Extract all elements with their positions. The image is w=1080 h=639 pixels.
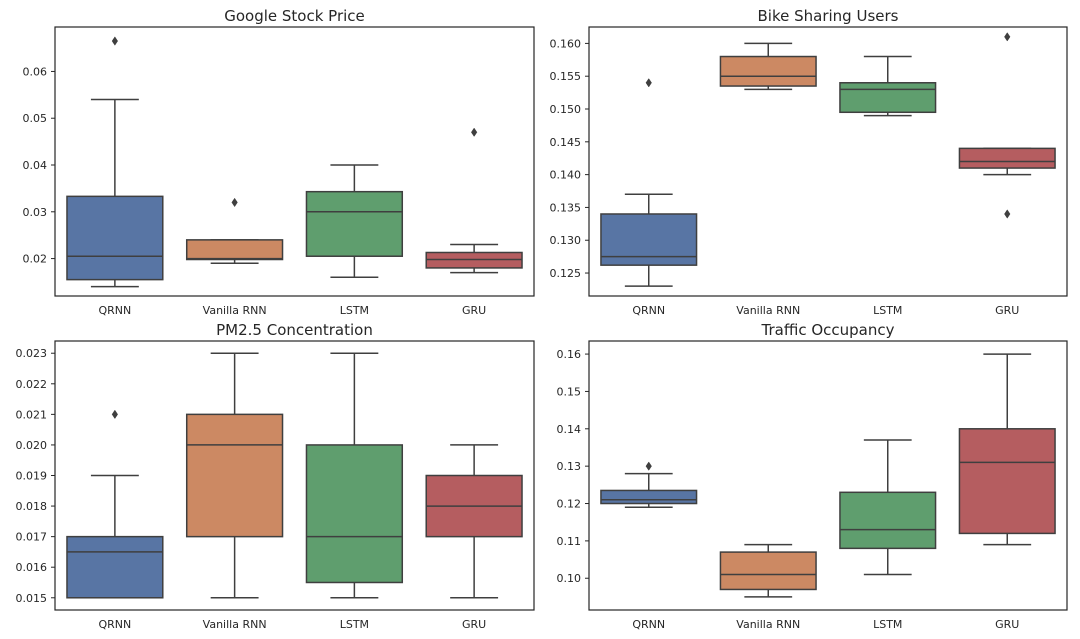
chart-panel-pm25: PM2.5 Concentration 0.015 0.016 0.017 0.018 0…: [16, 321, 535, 631]
axes-frame: [54, 26, 535, 297]
box-iqr: [600, 213, 698, 266]
y-tick-label: 0.145: [550, 136, 582, 149]
outlier-point: [645, 461, 652, 471]
x-tick-label-gru: GRU: [995, 618, 1019, 631]
outlier-point: [1004, 32, 1011, 42]
y-tick-label: 0.019: [16, 470, 48, 483]
x-tick-label-gru: GRU: [462, 618, 486, 631]
x-tick-label-lstm: LSTM: [340, 618, 369, 631]
box-qrnn: [600, 78, 698, 287]
y-tick-label: 0.13: [557, 460, 582, 473]
box-iqr: [185, 413, 284, 538]
box-vanilla-rnn: [719, 543, 817, 598]
y-tick-label: 0.125: [550, 267, 582, 280]
y-tick-label: 0.12: [557, 498, 582, 511]
chart-title: Google Stock Price: [224, 7, 365, 25]
box-gru: [425, 127, 523, 274]
outlier-point: [645, 78, 652, 88]
box-iqr: [958, 147, 1056, 169]
box-vanilla-rnn: [719, 42, 817, 91]
box-lstm: [305, 164, 404, 279]
outlier-point: [1004, 209, 1011, 219]
axes-frame: [588, 340, 1068, 611]
y-tick-label: 0.150: [550, 103, 582, 116]
x-tick-label-lstm: LSTM: [340, 304, 369, 317]
y-tick-label: 0.015: [16, 592, 48, 605]
y-tick-label: 0.15: [557, 385, 582, 398]
y-tick-label: 0.155: [550, 70, 582, 83]
box-iqr: [185, 239, 284, 261]
x-tick-label-lstm: LSTM: [873, 304, 902, 317]
x-tick-label-vanilla-rnn: Vanilla RNN: [736, 304, 800, 317]
box-iqr: [305, 444, 404, 584]
box-qrnn: [66, 36, 164, 288]
box-iqr: [839, 82, 937, 114]
box-lstm: [305, 352, 404, 599]
y-tick-label: 0.06: [23, 65, 48, 78]
y-tick-label: 0.016: [16, 561, 48, 574]
chart-title: Bike Sharing Users: [758, 7, 899, 25]
x-tick-label-vanilla-rnn: Vanilla RNN: [203, 304, 267, 317]
x-tick-label-vanilla-rnn: Vanilla RNN: [736, 618, 800, 631]
x-tick-label-vanilla-rnn: Vanilla RNN: [203, 618, 267, 631]
box-iqr: [958, 428, 1056, 535]
x-tick-label-qrnn: QRNN: [632, 618, 665, 631]
y-tick-label: 0.021: [16, 408, 48, 421]
chart-panel-traffic-occupancy: Traffic Occupancy 0.10 0.11 0.12 0.13 0.14 0.1…: [557, 321, 1068, 631]
box-iqr: [839, 491, 937, 550]
x-tick-label-lstm: LSTM: [873, 618, 902, 631]
chart-panel-bike-sharing: Bike Sharing Users 0.125 0.130 0.135 0.140 0.…: [550, 7, 1068, 317]
outlier-point: [111, 409, 118, 420]
y-tick-label: 0.130: [550, 234, 582, 247]
box-gru: [958, 32, 1056, 219]
box-iqr: [305, 190, 404, 257]
y-tick-label: 0.16: [557, 348, 582, 361]
box-iqr: [719, 55, 817, 87]
y-tick-label: 0.14: [557, 423, 582, 436]
box-vanilla-rnn: [185, 352, 284, 599]
x-tick-label-qrnn: QRNN: [98, 618, 131, 631]
outlier-point: [471, 127, 478, 137]
outlier-point: [111, 36, 118, 46]
box-qrnn: [600, 461, 698, 509]
y-tick-label: 0.018: [16, 500, 48, 513]
y-tick-label: 0.02: [23, 253, 48, 266]
x-tick-label-qrnn: QRNN: [632, 304, 665, 317]
x-tick-label-gru: GRU: [462, 304, 486, 317]
outlier-point: [231, 197, 238, 208]
box-iqr: [600, 489, 698, 505]
box-lstm: [839, 55, 937, 117]
y-tick-label: 0.160: [550, 37, 582, 50]
box-gru: [958, 353, 1056, 546]
y-tick-label: 0.10: [557, 572, 582, 585]
y-tick-label: 0.135: [550, 201, 582, 214]
axes-frame: [588, 26, 1068, 297]
y-tick-label: 0.04: [23, 159, 48, 172]
y-tick-label: 0.022: [16, 378, 48, 391]
box-qrnn: [66, 409, 164, 599]
box-vanilla-rnn: [185, 197, 284, 265]
y-tick-label: 0.11: [557, 535, 582, 548]
y-tick-label: 0.020: [16, 439, 48, 452]
y-tick-label: 0.023: [16, 347, 48, 360]
axes-frame: [54, 340, 535, 611]
box-iqr: [66, 195, 164, 281]
chart-panel-google-stock: Google Stock Price 0.02 0.03 0.04 0.05 0.06 QR…: [23, 7, 535, 317]
box-lstm: [839, 439, 937, 576]
y-tick-label: 0.140: [550, 169, 582, 182]
y-tick-label: 0.017: [16, 531, 48, 544]
chart-title: PM2.5 Concentration: [216, 321, 373, 339]
x-tick-label-qrnn: QRNN: [98, 304, 131, 317]
box-iqr: [66, 535, 164, 599]
chart-title: Traffic Occupancy: [761, 321, 895, 339]
y-tick-label: 0.05: [23, 112, 48, 125]
y-tick-label: 0.03: [23, 206, 48, 219]
box-gru: [425, 444, 523, 599]
box-iqr: [719, 551, 817, 591]
x-tick-label-gru: GRU: [995, 304, 1019, 317]
